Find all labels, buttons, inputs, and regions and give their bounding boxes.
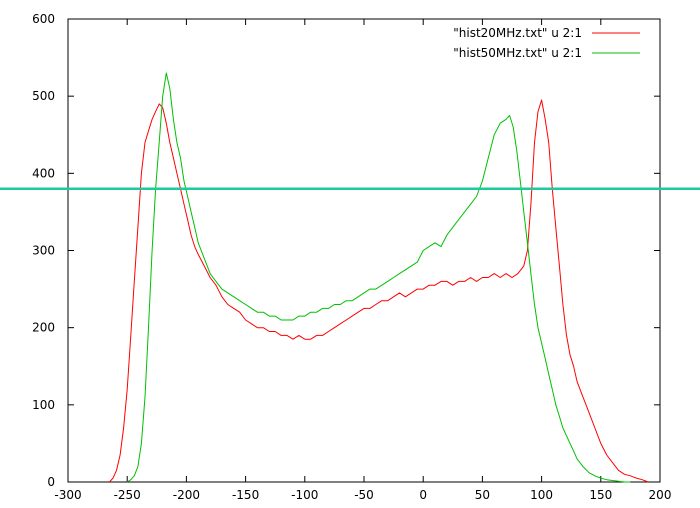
chart-axes: -300 -250 -200 -150 -100 -50 0 50 100 150 200 0 100 2… bbox=[32, 12, 671, 502]
x-tick-label: -200 bbox=[173, 488, 200, 502]
x-tick-label: -50 bbox=[354, 488, 374, 502]
x-tick-label: -250 bbox=[114, 488, 141, 502]
y-tick-label: 400 bbox=[32, 166, 55, 180]
x-tick-label: -100 bbox=[291, 488, 318, 502]
x-tick-label: 0 bbox=[419, 488, 427, 502]
plot-frame bbox=[67, 18, 661, 483]
legend-label-2: "hist50MHz.txt" u 2:1 bbox=[453, 46, 582, 60]
legend-label-1: "hist20MHz.txt" u 2:1 bbox=[453, 26, 582, 40]
x-tick-label: 50 bbox=[475, 488, 490, 502]
x-tick-label: 200 bbox=[649, 488, 672, 502]
x-tick-label: 100 bbox=[530, 488, 553, 502]
y-tick-label: 100 bbox=[32, 398, 55, 412]
series-layer bbox=[109, 72, 649, 483]
x-tick-label: -150 bbox=[232, 488, 259, 502]
series-line-2 bbox=[126, 72, 631, 483]
y-tick-label: 600 bbox=[32, 12, 55, 26]
y-tick-label: 0 bbox=[47, 475, 55, 489]
y-tick-label: 300 bbox=[32, 244, 55, 258]
legend: "hist20MHz.txt" u 2:1 "hist50MHz.txt" u 2… bbox=[453, 26, 640, 60]
series-line-1 bbox=[109, 99, 649, 483]
y-tick-label: 500 bbox=[32, 89, 55, 103]
x-tick-label: 150 bbox=[589, 488, 612, 502]
x-tick-label: -300 bbox=[54, 488, 81, 502]
y-tick-label: 200 bbox=[32, 321, 55, 335]
